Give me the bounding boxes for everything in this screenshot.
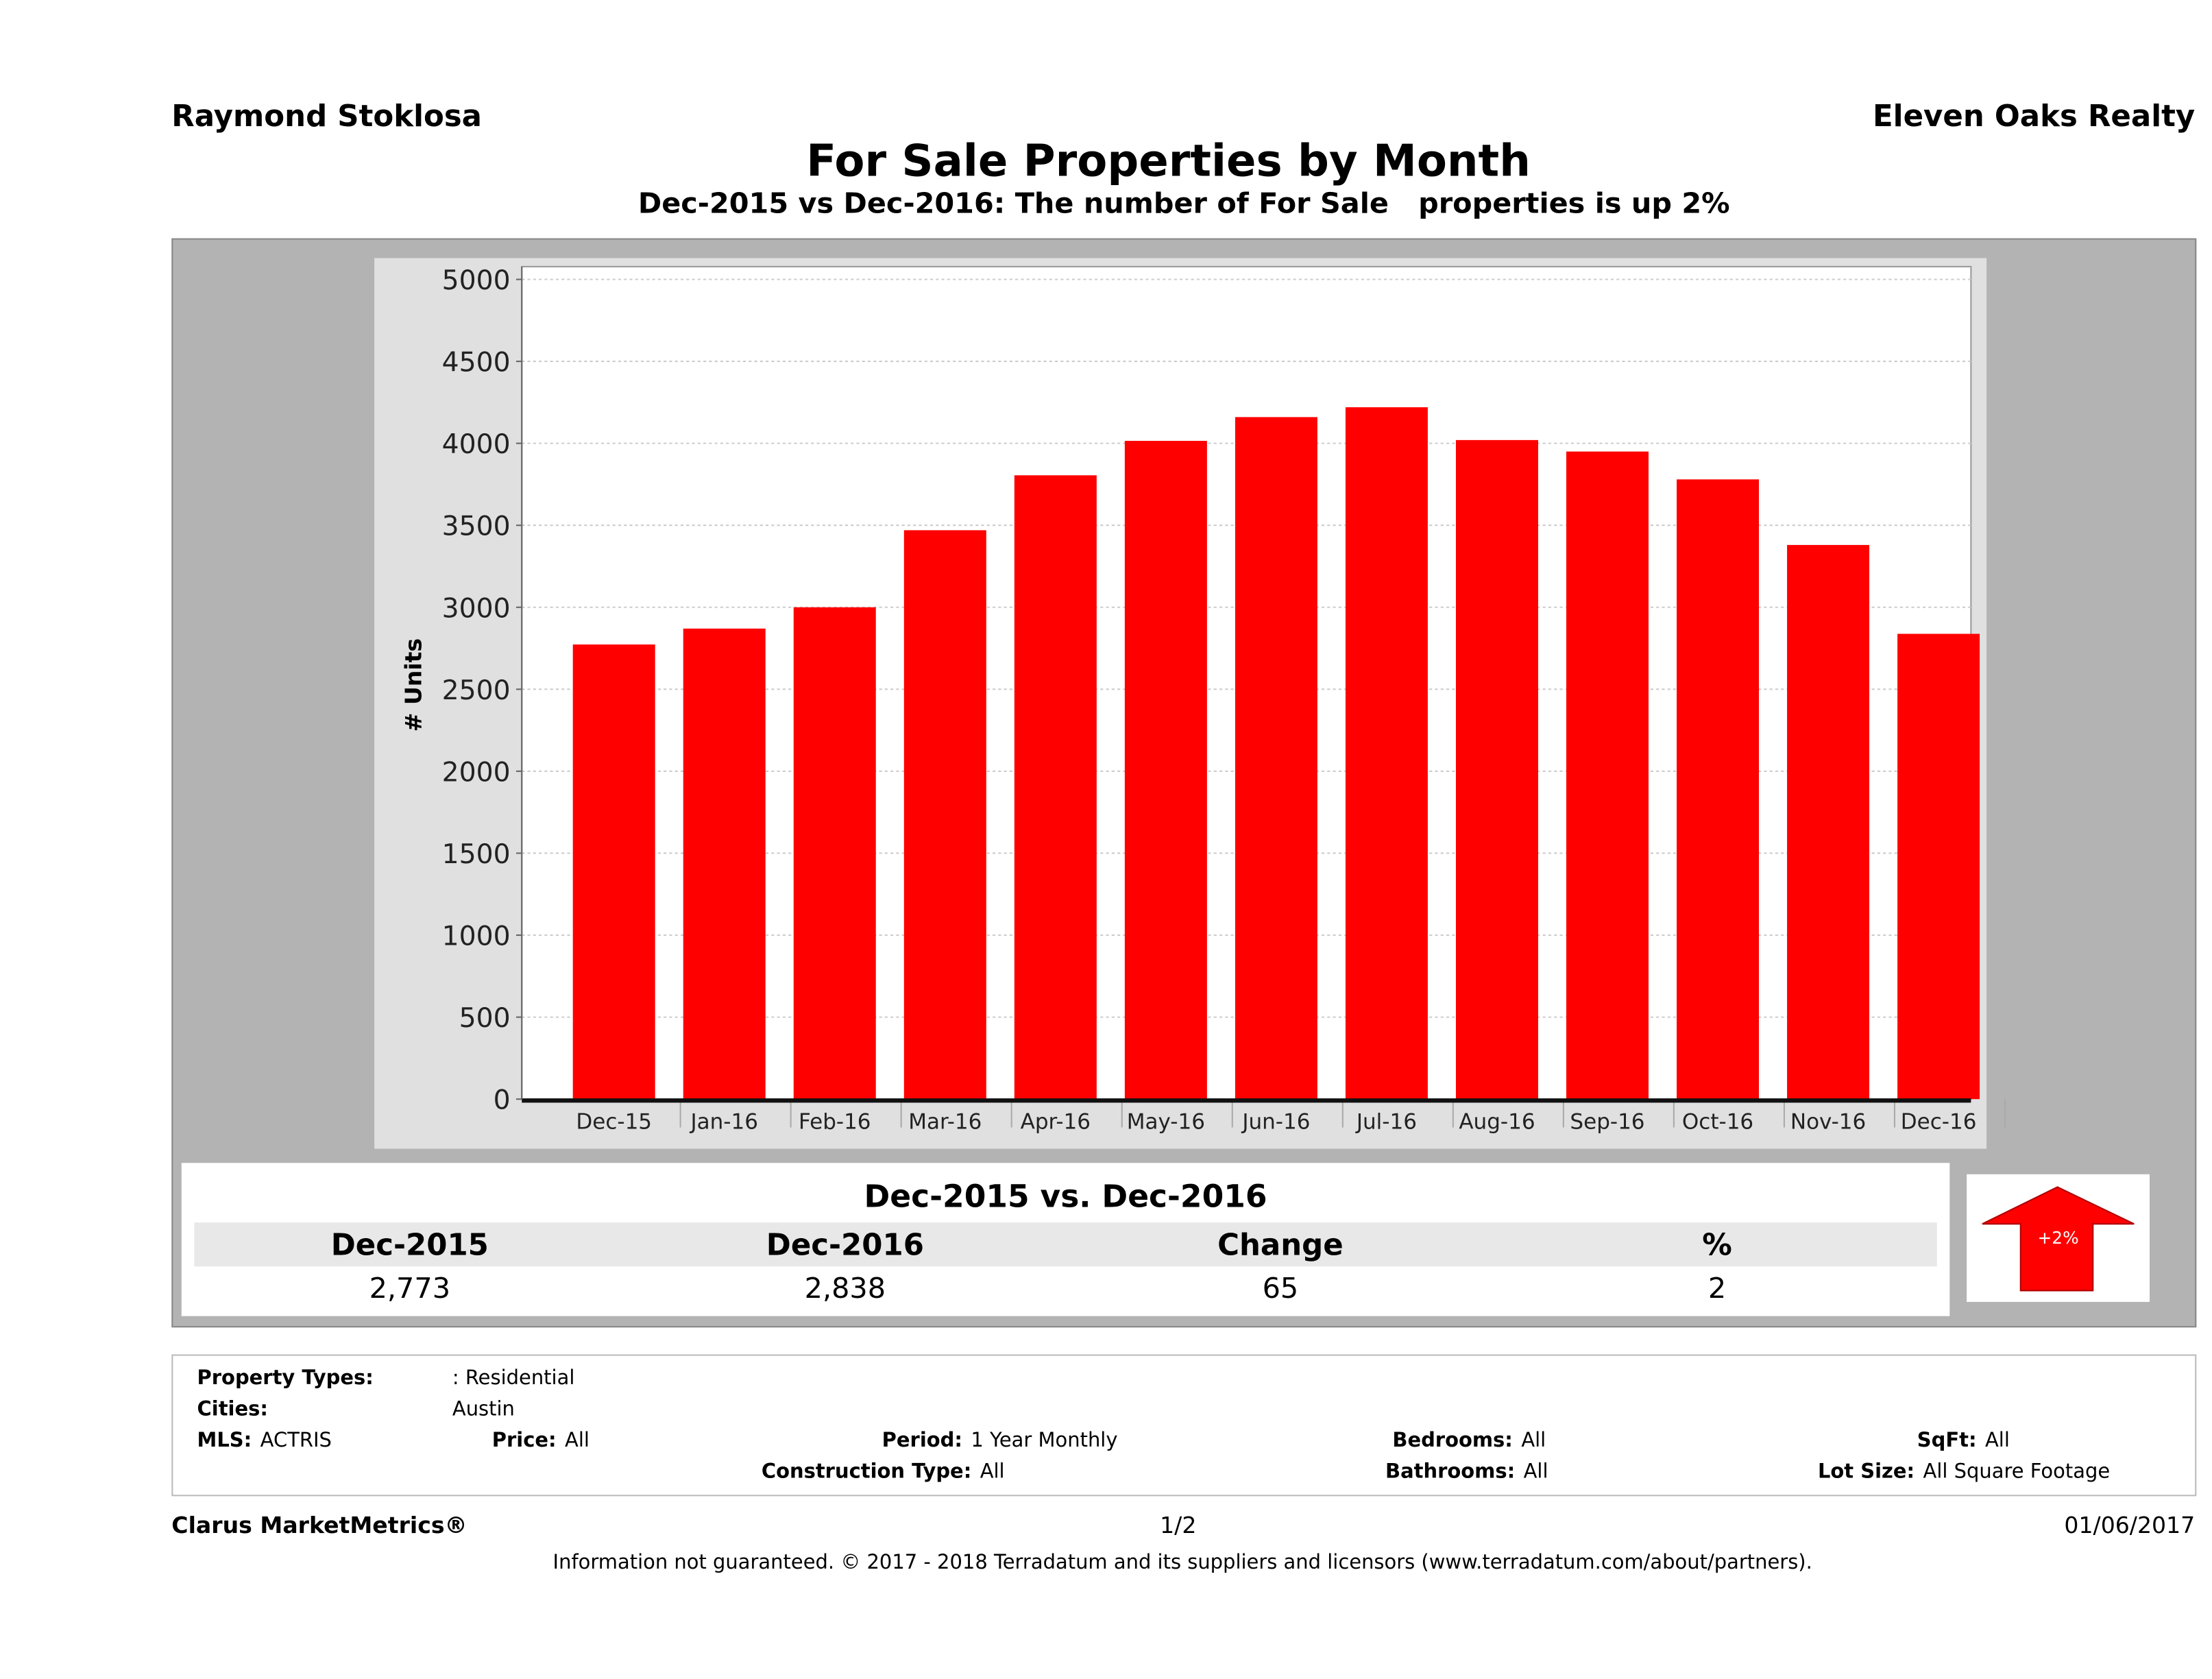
y-tick-label: 3500 xyxy=(442,511,511,542)
bar-may-16 xyxy=(1124,441,1207,1100)
value-dec-2015: 2,773 xyxy=(369,1270,451,1305)
period-label: Period: xyxy=(882,1429,962,1453)
disclaimer: Information not guaranteed. © 2017 - 201… xyxy=(552,1551,1812,1575)
summary-title-row: Dec-2015 vs. Dec-2016 xyxy=(194,1174,1937,1222)
bar-apr-16 xyxy=(1014,475,1097,1100)
header-dec-2015: Dec-2015 xyxy=(330,1228,489,1263)
header-change: Change xyxy=(1217,1228,1344,1263)
y-tick-label: 4500 xyxy=(442,348,511,378)
x-tick-label: Jul-16 xyxy=(1355,1110,1417,1135)
x-tick-label: Jan-16 xyxy=(690,1110,758,1135)
bar-sep-16 xyxy=(1566,451,1649,1100)
period-field: Period: 1 Year Monthly xyxy=(882,1429,1118,1452)
summary-value-row: 2,773 2,838 65 2 xyxy=(194,1268,1937,1307)
value-change: 65 xyxy=(1262,1270,1299,1305)
price-field: Price: All xyxy=(492,1429,590,1452)
bar-dec-15 xyxy=(572,644,655,1100)
arrow-up-icon xyxy=(1982,1186,2135,1292)
broker-name: Eleven Oaks Realty xyxy=(1873,99,2196,134)
y-tick-label: 3000 xyxy=(442,593,511,624)
bar-feb-16 xyxy=(793,607,876,1100)
header-dec-2016: Dec-2016 xyxy=(766,1228,924,1263)
summary-table: Dec-2015 vs. Dec-2016 Dec-2015 Dec-2016 … xyxy=(181,1163,1950,1316)
bar-nov-16 xyxy=(1787,544,1870,1100)
bar-jan-16 xyxy=(683,628,766,1100)
lot-size-value: All Square Footage xyxy=(1923,1460,2111,1484)
lot-size-field: Lot Size: All Square Footage xyxy=(1818,1461,2110,1484)
x-tick-label: Oct-16 xyxy=(1682,1110,1753,1135)
y-tick-label: 500 xyxy=(459,1003,511,1034)
bathrooms-value: All xyxy=(1523,1460,1548,1484)
x-tick-label: Sep-16 xyxy=(1570,1110,1644,1135)
report-criteria: Property Types: : Residential Cities: Au… xyxy=(171,1354,2197,1497)
page-number: 1/2 xyxy=(1160,1512,1197,1539)
property-types-value: : Residential xyxy=(452,1367,575,1390)
price-label: Price: xyxy=(491,1429,557,1453)
agent-name: Raymond Stoklosa xyxy=(171,99,483,134)
x-tick-label: Mar-16 xyxy=(908,1110,982,1135)
property-types-label: Property Types: xyxy=(197,1367,374,1390)
lot-size-label: Lot Size: xyxy=(1817,1460,1915,1484)
cities-label: Cities: xyxy=(197,1398,268,1421)
bar-oct-16 xyxy=(1677,479,1760,1100)
x-tick-label: Dec-15 xyxy=(576,1110,652,1135)
value-dec-2016: 2,838 xyxy=(804,1270,886,1305)
y-tick-label: 4000 xyxy=(442,429,511,460)
x-tick-label: Feb-16 xyxy=(799,1110,871,1135)
y-axis-label: # Units xyxy=(400,638,426,732)
summary-title: Dec-2015 vs. Dec-2016 xyxy=(864,1180,1267,1216)
sqft-label: SqFt: xyxy=(1917,1429,1977,1453)
bar-mar-16 xyxy=(903,530,986,1100)
bar-jun-16 xyxy=(1235,417,1317,1100)
x-tick-label: Nov-16 xyxy=(1790,1110,1866,1135)
x-tick-label: Dec-16 xyxy=(1901,1110,1977,1135)
x-tick-label: Jun-16 xyxy=(1241,1110,1310,1135)
construction-value: All xyxy=(980,1460,1005,1484)
cities-value: Austin xyxy=(452,1398,515,1421)
bathrooms-label: Bathrooms: xyxy=(1385,1460,1516,1484)
y-tick-label: 2500 xyxy=(442,675,511,706)
mls-value: ACTRIS xyxy=(260,1429,332,1453)
sqft-field: SqFt: All xyxy=(1917,1429,2010,1452)
period-value: 1 Year Monthly xyxy=(971,1429,1118,1453)
mls-field: MLS: ACTRIS xyxy=(197,1429,332,1452)
bathrooms-field: Bathrooms: All xyxy=(1385,1461,1548,1484)
change-badge-label: +2% xyxy=(2037,1228,2079,1248)
y-tick-label: 5000 xyxy=(442,265,511,296)
bar-jul-16 xyxy=(1345,407,1428,1100)
bar-aug-16 xyxy=(1455,439,1538,1100)
summary-header-row: Dec-2015 Dec-2016 Change % xyxy=(194,1222,1937,1267)
price-value: All xyxy=(565,1429,590,1453)
x-tick-label: Aug-16 xyxy=(1459,1110,1535,1135)
construction-label: Construction Type: xyxy=(761,1460,972,1484)
bedrooms-value: All xyxy=(1521,1429,1546,1453)
page-subtitle: Dec-2015 vs Dec-2016: The number of For … xyxy=(637,185,1730,220)
y-tick-label: 0 xyxy=(494,1085,511,1116)
change-badge: +2% xyxy=(1967,1174,2150,1302)
y-tick-label: 2000 xyxy=(442,757,511,788)
construction-field: Construction Type: All xyxy=(762,1461,1005,1484)
footer-brand: Clarus MarketMetrics® xyxy=(171,1512,467,1539)
bar-chart: 0 500 1000 1500 2000 2500 3000 3500 4000 4500 5000… xyxy=(400,265,1980,1135)
x-tick-label: May-16 xyxy=(1127,1110,1205,1135)
sqft-value: All xyxy=(1984,1429,2010,1453)
header-percent: % xyxy=(1702,1228,1732,1263)
bedrooms-label: Bedrooms: xyxy=(1392,1429,1513,1453)
x-tick-label: Apr-16 xyxy=(1021,1110,1091,1135)
y-tick-label: 1000 xyxy=(442,921,511,952)
value-percent: 2 xyxy=(1707,1270,1727,1305)
bar-dec-16 xyxy=(1897,633,1980,1100)
report-date: 01/06/2017 xyxy=(2064,1512,2196,1539)
page-title: For Sale Properties by Month xyxy=(806,136,1531,188)
bedrooms-field: Bedrooms: All xyxy=(1392,1429,1546,1452)
y-tick-label: 1500 xyxy=(442,839,511,870)
mls-label: MLS: xyxy=(197,1429,252,1453)
